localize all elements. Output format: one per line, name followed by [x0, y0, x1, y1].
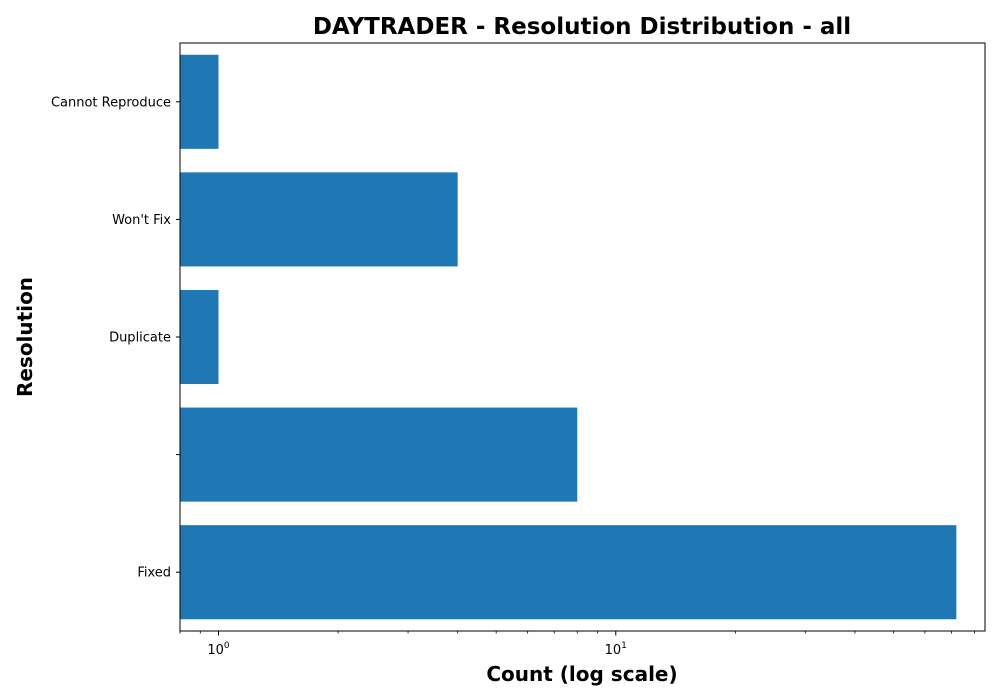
bar-4 [180, 172, 458, 267]
bar-1 [180, 525, 957, 620]
y-tick-label-1: Fixed [137, 566, 171, 581]
y-tick-label-4: Won't Fix [112, 213, 171, 228]
y-axis-label: Resolution [13, 277, 37, 397]
bar-5 [180, 54, 219, 149]
y-tick-label-5: Cannot Reproduce [51, 95, 171, 110]
bar-3 [180, 289, 219, 385]
plot-frame [179, 42, 986, 632]
chart-title: DAYTRADER - Resolution Distribution - al… [313, 14, 851, 40]
x-tick-label-2: 101 [605, 641, 627, 658]
y-tick-label-3: Duplicate [109, 331, 171, 346]
x-axis-label: Count (log scale) [486, 662, 677, 686]
bar-2 [180, 407, 578, 502]
bars-group [180, 54, 957, 620]
x-ticks-group: 100 101 [179, 631, 975, 658]
y-ticks-group: Fixed Duplicate Won't Fix Cannot Reproduce [51, 95, 180, 581]
x-tick-label-1: 100 [207, 641, 230, 658]
